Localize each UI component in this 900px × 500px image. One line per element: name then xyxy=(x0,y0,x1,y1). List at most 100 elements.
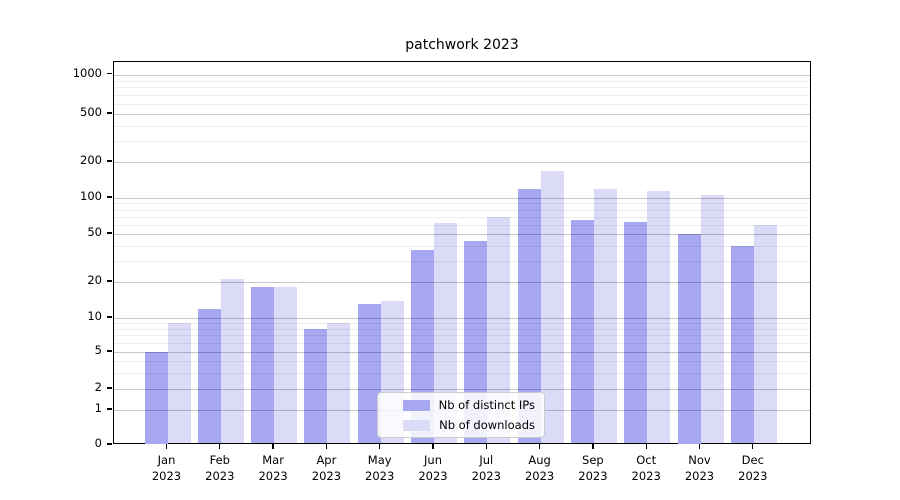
bar-distinct-ips xyxy=(144,352,168,444)
y-major-gridline xyxy=(114,282,810,283)
x-tick-mark xyxy=(325,444,328,449)
x-tick-label: Oct 2023 xyxy=(631,453,661,483)
y-minor-gridline xyxy=(114,361,810,362)
legend-item-downloads: Nb of downloads xyxy=(385,418,535,432)
y-minor-gridline xyxy=(114,245,810,247)
bar-downloads xyxy=(700,195,724,444)
y-major-gridline xyxy=(114,234,810,235)
y-minor-gridline xyxy=(114,209,810,211)
y-minor-gridline xyxy=(114,103,810,105)
bar-distinct-ips xyxy=(251,287,275,444)
bar-distinct-ips xyxy=(517,188,541,444)
x-tick-label: May 2023 xyxy=(365,453,395,483)
y-tick-mark xyxy=(107,196,112,198)
y-major-gridline xyxy=(114,352,810,353)
y-tick-mark xyxy=(107,160,112,162)
y-minor-gridline xyxy=(114,140,810,142)
x-tick-label: Jul 2023 xyxy=(471,453,501,483)
y-minor-gridline xyxy=(114,343,810,345)
x-tick-mark xyxy=(592,444,594,449)
legend: Nb of distinct IPs Nb of downloads xyxy=(377,392,545,438)
y-minor-gridline xyxy=(114,328,810,330)
y-major-gridline xyxy=(114,198,810,199)
bar-downloads xyxy=(753,224,777,444)
y-tick-label: 20 xyxy=(87,273,102,287)
x-tick-label: Dec 2023 xyxy=(738,453,768,483)
bar-distinct-ips xyxy=(730,245,754,444)
y-minor-gridline xyxy=(114,372,810,374)
y-tick-label: 2 xyxy=(94,380,102,394)
legend-swatch-distinct-ips xyxy=(402,399,430,411)
legend-label-distinct-ips: Nb of distinct IPs xyxy=(438,398,535,412)
x-tick-label: Nov 2023 xyxy=(684,453,715,483)
y-minor-gridline xyxy=(114,335,810,337)
y-tick-mark xyxy=(107,72,112,75)
y-minor-gridline xyxy=(114,216,810,218)
y-major-gridline xyxy=(114,389,810,390)
y-major-gridline xyxy=(114,318,810,319)
y-tick-mark xyxy=(107,316,112,318)
x-tick-mark xyxy=(752,444,754,449)
bar-downloads xyxy=(220,279,244,444)
x-tick-label: Jan 2023 xyxy=(151,453,182,483)
y-minor-gridline xyxy=(114,125,810,127)
y-tick-label: 0 xyxy=(94,436,102,450)
y-tick-label: 1000 xyxy=(72,65,102,80)
y-minor-gridline xyxy=(114,260,810,262)
x-tick-label: Apr 2023 xyxy=(311,453,342,483)
y-minor-gridline xyxy=(114,87,810,89)
x-tick-label: Aug 2023 xyxy=(524,453,555,483)
bar-downloads xyxy=(647,190,671,444)
bar-downloads xyxy=(167,323,191,444)
x-tick-label: Mar 2023 xyxy=(258,453,288,483)
bar-downloads xyxy=(434,222,457,444)
x-tick-mark xyxy=(485,444,487,449)
x-tick-mark xyxy=(219,444,221,449)
legend-item-distinct-ips: Nb of distinct IPs xyxy=(385,398,535,412)
bar-distinct-ips xyxy=(357,304,381,444)
bar-distinct-ips xyxy=(197,308,221,444)
bar-downloads xyxy=(274,287,298,444)
y-tick-mark xyxy=(107,408,112,410)
x-tick-label: Sep 2023 xyxy=(578,453,608,483)
y-tick-label: 200 xyxy=(80,153,102,167)
x-tick-mark xyxy=(432,444,434,449)
bar-distinct-ips xyxy=(304,328,328,444)
x-tick-mark xyxy=(698,444,701,449)
x-tick-mark xyxy=(538,444,541,449)
y-tick-label: 500 xyxy=(80,105,102,119)
y-tick-mark xyxy=(107,280,112,282)
y-minor-gridline xyxy=(114,203,810,205)
y-minor-gridline xyxy=(114,94,810,96)
chart-title: patchwork 2023 xyxy=(405,37,519,53)
y-tick-label: 5 xyxy=(94,343,102,357)
bar-downloads xyxy=(487,217,511,444)
y-tick-mark xyxy=(107,350,112,352)
x-tick-label: Feb 2023 xyxy=(205,453,235,483)
x-tick-mark xyxy=(645,444,647,449)
plot-area xyxy=(113,61,811,444)
y-tick-mark xyxy=(107,387,112,389)
bar-downloads xyxy=(327,323,351,444)
y-tick-label: 100 xyxy=(80,189,102,203)
bar-downloads xyxy=(593,189,617,444)
y-tick-mark xyxy=(107,443,112,445)
bar-downloads xyxy=(540,171,564,444)
y-tick-mark xyxy=(107,232,112,234)
y-tick-label: 10 xyxy=(87,309,102,323)
bar-distinct-ips xyxy=(570,220,594,444)
x-tick-label: Jun 2023 xyxy=(418,453,448,483)
y-tick-mark xyxy=(107,112,112,114)
x-tick-mark xyxy=(379,444,381,449)
legend-label-downloads: Nb of downloads xyxy=(439,418,535,432)
y-major-gridline xyxy=(114,74,810,76)
y-major-gridline xyxy=(114,114,810,115)
legend-swatch-downloads xyxy=(403,419,431,431)
y-minor-gridline xyxy=(114,323,810,325)
y-tick-label: 1 xyxy=(94,401,102,415)
y-minor-gridline xyxy=(114,80,810,82)
y-minor-gridline xyxy=(114,224,810,226)
x-tick-mark xyxy=(272,444,274,449)
bar-distinct-ips xyxy=(624,221,648,444)
